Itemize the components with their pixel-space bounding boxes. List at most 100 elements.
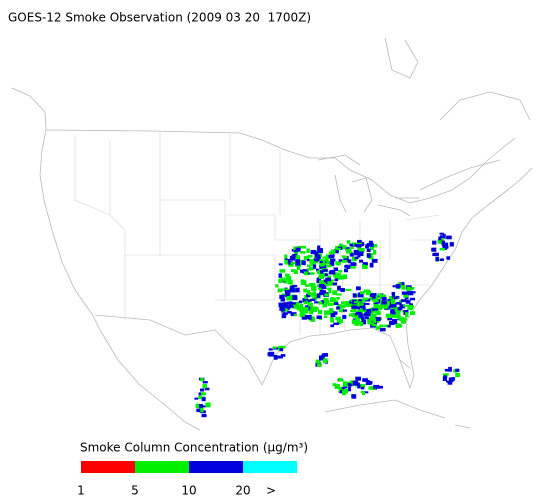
smoke-pixel	[352, 242, 357, 245]
smoke-pixel	[202, 383, 207, 389]
smoke-pixel	[318, 283, 325, 288]
smoke-pixel	[439, 232, 445, 235]
smoke-pixel	[365, 245, 370, 249]
smoke-pixel	[354, 256, 359, 260]
smoke-pixel	[324, 282, 329, 287]
smoke-pixel	[355, 376, 361, 381]
smoke-pixel	[322, 303, 328, 308]
smoke-pixel	[342, 259, 348, 263]
smoke-pixel	[351, 305, 358, 309]
smoke-pixel	[352, 315, 358, 318]
smoke-pixel	[335, 247, 341, 251]
smoke-pixel	[204, 387, 210, 391]
smoke-pixel	[401, 291, 408, 295]
smoke-pixel	[437, 240, 441, 244]
smoke-pixel	[194, 397, 199, 400]
smoke-pixel	[296, 305, 302, 311]
smoke-pixel	[314, 260, 319, 264]
smoke-pixel	[399, 282, 405, 287]
smoke-pixel	[298, 245, 304, 249]
smoke-pixel	[337, 276, 344, 280]
smoke-pixel	[353, 249, 359, 254]
smoke-pixel	[347, 259, 352, 264]
smoke-pixel	[350, 246, 354, 249]
smoke-pixel	[279, 294, 285, 299]
smoke-pixel	[319, 261, 323, 264]
smoke-pixel	[289, 288, 296, 293]
smoke-pixel	[310, 298, 316, 301]
smoke-pixel	[305, 284, 310, 287]
smoke-pixel	[396, 301, 402, 305]
smoke-pixel	[301, 260, 306, 266]
smoke-pixel	[349, 380, 356, 385]
smoke-pixel	[399, 316, 404, 322]
smoke-pixel	[278, 302, 285, 308]
smoke-pixel	[355, 316, 361, 320]
smoke-pixel	[326, 264, 332, 268]
smoke-pixel	[300, 312, 305, 317]
smoke-pixel	[365, 292, 372, 296]
smoke-pixel	[331, 282, 338, 286]
smoke-pixel	[279, 269, 286, 273]
smoke-pixel	[329, 308, 334, 312]
smoke-pixel	[200, 405, 207, 408]
smoke-pixel	[315, 253, 319, 257]
smoke-pixel	[324, 310, 330, 315]
smoke-pixel	[391, 292, 396, 296]
smoke-pixel	[374, 307, 378, 311]
smoke-pixel	[285, 291, 291, 295]
smoke-pixel	[296, 266, 301, 270]
smoke-plumes	[194, 232, 460, 418]
smoke-pixel	[364, 316, 369, 320]
smoke-pixel	[362, 392, 366, 396]
smoke-pixel	[300, 251, 306, 254]
smoke-pixel	[322, 285, 326, 289]
smoke-pixel	[409, 311, 416, 315]
smoke-pixel	[365, 302, 370, 305]
smoke-pixel	[316, 315, 322, 319]
smoke-pixel	[333, 322, 340, 325]
smoke-pixel	[290, 312, 297, 317]
smoke-pixel	[345, 381, 352, 384]
smoke-pixel	[391, 300, 396, 305]
smoke-pixel	[317, 245, 321, 249]
great-lakes	[317, 154, 420, 217]
smoke-pixel	[279, 348, 284, 352]
smoke-pixel	[358, 308, 363, 311]
smoke-pixel	[347, 386, 352, 392]
smoke-pixel	[282, 304, 289, 308]
smoke-pixel	[455, 368, 460, 372]
smoke-pixel	[299, 307, 305, 313]
smoke-pixel	[307, 255, 313, 258]
smoke-pixel	[201, 413, 207, 418]
smoke-pixel	[318, 287, 322, 290]
smoke-pixel	[359, 313, 363, 319]
smoke-pixel	[343, 388, 348, 394]
smoke-pixel	[289, 286, 295, 290]
smoke-pixel	[395, 310, 401, 315]
smoke-pixel	[397, 306, 403, 311]
smoke-pixel	[286, 275, 292, 281]
smoke-pixel	[449, 242, 454, 247]
smoke-pixel	[387, 325, 391, 328]
smoke-pixel	[306, 289, 311, 294]
smoke-pixel	[359, 291, 365, 295]
smoke-pixel	[333, 267, 338, 272]
smoke-pixel	[341, 301, 345, 304]
smoke-pixel	[330, 258, 336, 262]
smoke-pixel	[372, 307, 376, 312]
smoke-pixel	[323, 358, 328, 364]
smoke-pixel	[342, 382, 348, 387]
smoke-pixel	[351, 319, 356, 325]
smoke-pixel	[366, 380, 370, 384]
smoke-pixel	[354, 301, 358, 304]
smoke-pixel	[319, 280, 324, 284]
smoke-pixel	[336, 306, 341, 310]
smoke-pixel	[292, 295, 298, 300]
smoke-pixel	[351, 394, 357, 399]
smoke-pixel	[304, 295, 308, 300]
smoke-pixel	[285, 306, 290, 311]
smoke-pixel	[356, 286, 361, 291]
smoke-pixel	[384, 324, 390, 328]
smoke-pixel	[369, 246, 375, 251]
